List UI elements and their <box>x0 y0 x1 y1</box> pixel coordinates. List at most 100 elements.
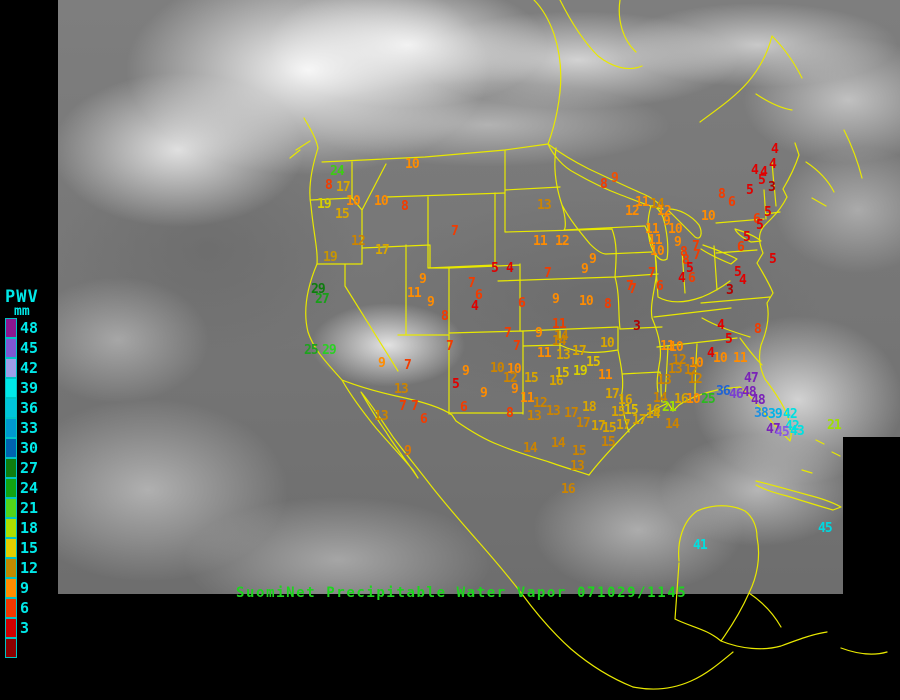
station-value: 13 <box>668 362 683 377</box>
station-value: 10 <box>600 336 615 351</box>
station-value: 10 <box>507 362 522 377</box>
station-value: 13 <box>394 382 409 397</box>
station-value: 19 <box>317 197 332 212</box>
legend-swatch <box>5 478 17 498</box>
station-value: 5 <box>743 230 751 245</box>
station-value: 14 <box>552 334 567 349</box>
station-value: 4 <box>771 142 779 157</box>
legend-entry: 42 <box>5 358 39 378</box>
product-caption: SuomiNet Precipitable Water Vapor 071029… <box>236 585 688 601</box>
station-value: 4 <box>760 165 768 180</box>
legend-entry: 3 <box>5 618 39 638</box>
station-value: 4 <box>678 271 686 286</box>
station-value: 6 <box>475 288 483 303</box>
station-value: 7 <box>629 282 637 297</box>
station-value: 14 <box>551 436 566 451</box>
station-value: 10 <box>669 340 684 355</box>
legend-label: 24 <box>20 479 39 497</box>
legend-swatch <box>5 558 17 578</box>
station-value: 17 <box>576 416 591 431</box>
station-value: 41 <box>693 538 708 553</box>
station-value: 14 <box>665 417 680 432</box>
legend-swatch <box>5 418 17 438</box>
station-value: 11 <box>552 317 567 332</box>
legend-swatch <box>5 398 17 418</box>
station-value: 15 <box>555 366 570 381</box>
station-value: 12 <box>672 353 687 368</box>
station-value: 4 <box>751 163 759 178</box>
station-value: 10 <box>701 209 716 224</box>
legend-entry: 15 <box>5 538 39 558</box>
legend-label: 42 <box>20 359 39 377</box>
legend-entry: 6 <box>5 598 39 618</box>
station-value: 13 <box>657 373 672 388</box>
station-value: 5 <box>764 205 772 220</box>
station-value: 6 <box>688 271 696 286</box>
legend-label: 15 <box>20 539 39 557</box>
station-value: 8 <box>718 187 726 202</box>
station-value: 5 <box>756 218 764 233</box>
station-value: 6 <box>656 279 664 294</box>
station-value: 29 <box>311 282 326 297</box>
station-value: 7 <box>693 248 701 263</box>
legend-unit: mm <box>14 304 30 319</box>
legend-swatch <box>5 438 17 458</box>
station-value: 3 <box>768 180 776 195</box>
legend-label: 30 <box>20 439 39 457</box>
station-value: 6 <box>728 195 736 210</box>
station-value: 15 <box>611 405 626 420</box>
station-value: 13 <box>527 409 542 424</box>
legend-entry: 36 <box>5 398 39 418</box>
legend-entry: 45 <box>5 338 39 358</box>
station-value: 15 <box>586 355 601 370</box>
station-value: 3 <box>726 283 734 298</box>
station-value: 9 <box>611 171 619 186</box>
station-value: 8 <box>325 178 333 193</box>
station-value: 13 <box>556 348 571 363</box>
station-value: 12 <box>351 234 366 249</box>
legend-swatch <box>5 638 17 658</box>
station-value: 4 <box>769 157 777 172</box>
station-value: 9 <box>378 356 386 371</box>
station-value: 6 <box>420 412 428 427</box>
station-value: 45 <box>775 425 790 440</box>
legend-swatch <box>5 318 17 338</box>
station-value: 11 <box>407 286 422 301</box>
station-value: 45 <box>818 521 833 536</box>
legend-entry: 48 <box>5 318 39 338</box>
legend-entry-below-scale <box>5 638 39 658</box>
legend-label: 6 <box>20 599 30 617</box>
station-value: 7 <box>626 279 634 294</box>
legend-swatch <box>5 498 17 518</box>
station-value: 47 <box>766 422 781 437</box>
station-value: 11 <box>520 391 535 406</box>
station-value: 21 <box>662 400 677 415</box>
station-value: 9 <box>462 364 470 379</box>
station-value: 15 <box>524 371 539 386</box>
station-value: 9 <box>419 272 427 287</box>
station-value: 10 <box>668 222 683 237</box>
station-value: 16 <box>646 403 661 418</box>
legend-scale: 48 45 42 39 36 33 30 27 24 21 18 15 12 9 6 3 <box>5 318 39 658</box>
station-value: 9 <box>581 262 589 277</box>
station-value: 16 <box>674 392 689 407</box>
station-value: 11 <box>533 234 548 249</box>
station-value: 17 <box>375 243 390 258</box>
station-value: 14 <box>554 329 569 344</box>
station-value: 8 <box>604 297 612 312</box>
station-value: 9 <box>427 295 435 310</box>
station-value: 8 <box>441 309 449 324</box>
station-value: 15 <box>572 444 587 459</box>
station-value: 29 <box>322 343 337 358</box>
station-value: 17 <box>632 413 647 428</box>
station-value: 38 <box>754 406 769 421</box>
station-value: 7 <box>513 339 521 354</box>
legend-label: 45 <box>20 339 39 357</box>
station-value: 27 <box>315 292 330 307</box>
station-value: 14 <box>523 441 538 456</box>
station-value: 42 <box>783 407 798 422</box>
legend-label: 3 <box>20 619 30 637</box>
station-value: 14 <box>646 407 661 422</box>
station-value: 7 <box>399 399 407 414</box>
station-value: 9 <box>480 386 488 401</box>
